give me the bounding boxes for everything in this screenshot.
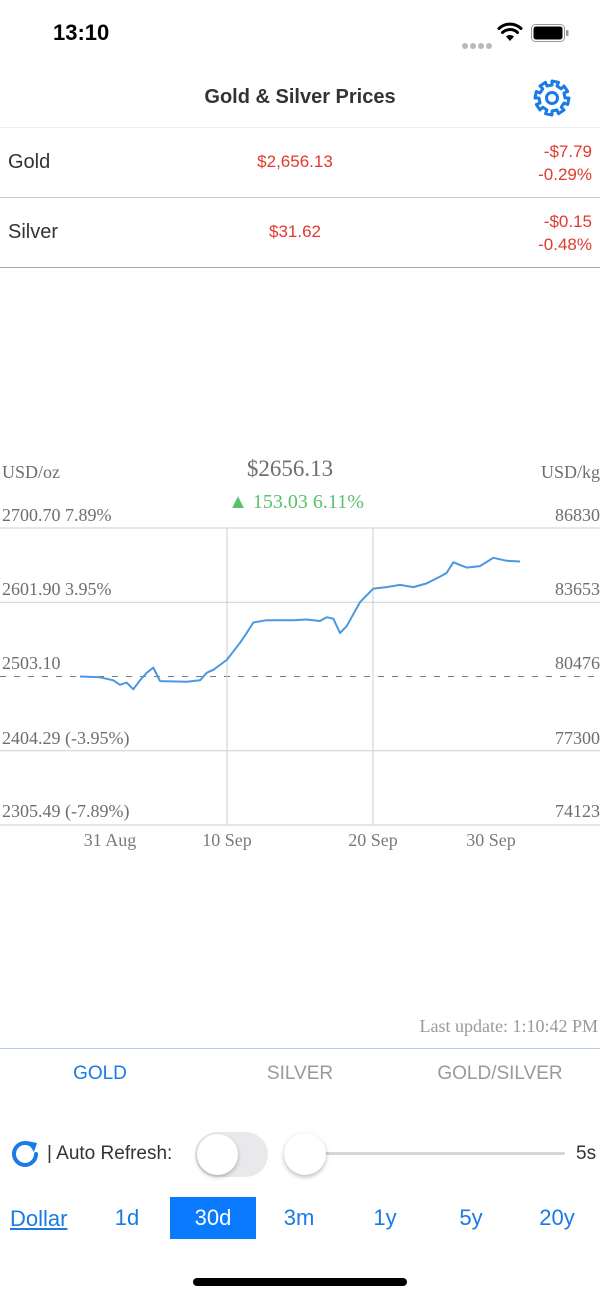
y-tick-left: 2503.10 — [2, 653, 61, 673]
auto-refresh-toggle[interactable] — [195, 1132, 268, 1177]
unit-left: USD/oz — [2, 462, 60, 482]
metal-change: -$7.79 -0.29% — [538, 140, 592, 186]
x-tick: 31 Aug — [83, 830, 137, 850]
tab-gold-silver[interactable]: GOLD/SILVER — [437, 1063, 563, 1084]
range-selector: Dollar 1d 30d 3m 1y 5y 20y — [0, 1197, 600, 1239]
gear-icon — [533, 79, 571, 117]
x-tick: 20 Sep — [348, 830, 398, 850]
change-absolute: -$0.15 — [543, 212, 592, 231]
series-line-gold — [79, 556, 521, 691]
range-5y-button[interactable]: 5y — [459, 1205, 483, 1230]
tab-gold[interactable]: GOLD — [73, 1063, 127, 1084]
chart-change: ▲ 153.03 6.11% — [228, 491, 364, 513]
x-tick: 30 Sep — [466, 830, 516, 850]
metal-name: Gold — [8, 151, 51, 173]
nav-bar: Gold & Silver Prices — [0, 66, 600, 128]
cellular-signal-icon — [462, 36, 494, 54]
range-1d-button[interactable]: 1d — [114, 1205, 140, 1230]
tab-silver[interactable]: SILVER — [266, 1063, 334, 1084]
change-percent: -0.48% — [538, 235, 592, 254]
range-1y-button[interactable]: 1y — [373, 1205, 397, 1230]
price-chart[interactable]: USD/oz USD/kg $2656.13 ▲ 153.03 6.11% 27… — [0, 448, 600, 868]
chart-current-price: $2656.13 — [246, 456, 334, 481]
metal-price: $2,656.13 — [257, 152, 333, 171]
y-tick-right: 80476 — [555, 653, 600, 673]
refresh-icon[interactable] — [8, 1137, 42, 1171]
wifi-icon — [497, 22, 523, 41]
metal-tab-bar: GOLD SILVER GOLD/SILVER — [0, 1048, 600, 1104]
range-3m-button[interactable]: 3m — [283, 1205, 315, 1230]
range-20y-button[interactable]: 20y — [539, 1205, 575, 1230]
metal-change: -$0.15 -0.48% — [538, 210, 592, 256]
refresh-interval-slider[interactable] — [305, 1152, 565, 1155]
y-tick-right: 77300 — [555, 728, 600, 748]
metal-price: $31.62 — [269, 222, 321, 241]
status-bar: 13:10 — [0, 0, 600, 66]
status-time: 13:10 — [53, 20, 110, 45]
toggle-knob — [197, 1134, 238, 1175]
y-tick-left: 2601.90 3.95% — [2, 579, 112, 599]
chart-canvas — [0, 527, 600, 826]
price-row-silver[interactable]: Silver $31.62 -$0.15 -0.48% — [0, 198, 600, 268]
page-title: Gold & Silver Prices — [204, 86, 396, 108]
settings-button[interactable] — [530, 76, 574, 120]
x-tick: 10 Sep — [202, 830, 252, 850]
battery-icon — [531, 24, 569, 42]
auto-refresh-label: | Auto Refresh: — [47, 1143, 173, 1164]
last-update: Last update: 1:10:42 PM — [419, 1016, 599, 1036]
y-tick-right: 83653 — [555, 579, 600, 599]
y-tick-right: 74123 — [555, 801, 600, 821]
y-tick-right: 86830 — [555, 505, 600, 525]
change-percent: -0.29% — [538, 165, 592, 184]
slider-handle[interactable] — [284, 1133, 326, 1175]
y-tick-left: 2404.29 (-3.95%) — [2, 728, 130, 748]
metal-name: Silver — [8, 221, 59, 243]
price-row-gold[interactable]: Gold $2,656.13 -$7.79 -0.29% — [0, 128, 600, 198]
currency-button[interactable]: Dollar — [10, 1206, 68, 1231]
change-absolute: -$7.79 — [543, 142, 592, 161]
range-30d-button[interactable]: 30d — [170, 1197, 256, 1239]
y-tick-left: 2700.70 7.89% — [2, 505, 112, 525]
slider-value: 5s — [576, 1143, 597, 1164]
home-indicator — [193, 1278, 407, 1286]
y-tick-left: 2305.49 (-7.89%) — [2, 801, 130, 821]
unit-right: USD/kg — [540, 462, 600, 482]
